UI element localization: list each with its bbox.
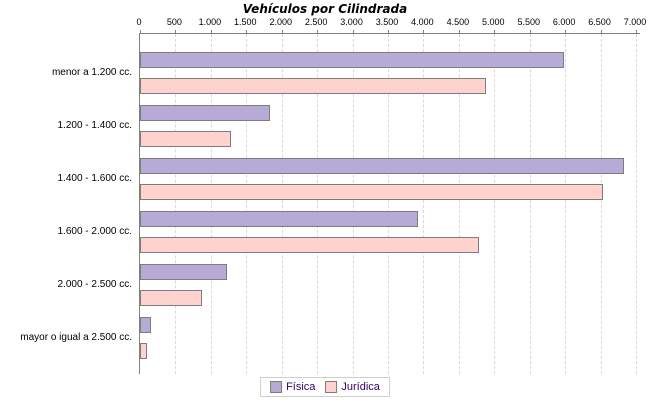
- x-axis-tick: [388, 30, 389, 34]
- category-label: 1.400 - 1.600 cc.: [57, 173, 133, 184]
- x-axis-tick-label: 7.000: [623, 17, 647, 27]
- x-axis-tick: [529, 30, 531, 34]
- gridline: [281, 34, 283, 374]
- x-axis-tick-label: 5.500: [517, 17, 540, 27]
- gridline: [636, 34, 637, 374]
- bar-fisica: [140, 317, 151, 333]
- category-label: 2.000 - 2.500 cc.: [57, 279, 133, 290]
- legend: Física Jurídica: [260, 377, 390, 397]
- x-axis-tick: [423, 30, 425, 34]
- x-axis-tick: [565, 30, 567, 34]
- gridline: [458, 34, 460, 374]
- x-axis-tick-label: 1.500: [234, 17, 257, 27]
- gridline: [529, 34, 531, 374]
- legend-swatch-icon: [325, 381, 338, 393]
- x-axis-tick-label: 4.500: [446, 17, 470, 27]
- gridline: [600, 34, 602, 374]
- x-axis-tick: [140, 30, 141, 34]
- plot-area: [139, 30, 640, 374]
- chart-title: Vehículos por Cilindrada: [242, 2, 408, 16]
- category-label: menor a 1.200 cc.: [51, 67, 132, 78]
- bar-juridica: [140, 184, 603, 200]
- x-axis-tick: [600, 30, 602, 34]
- legend-item-fisica: Física: [270, 381, 315, 393]
- x-axis-tick: [458, 30, 460, 34]
- gridline: [388, 34, 389, 374]
- x-axis-tick-label: 3.000: [340, 17, 363, 27]
- bar-juridica: [140, 78, 486, 94]
- x-axis-tick-label: 6.500: [588, 17, 611, 27]
- x-axis-tick-label: 4.000: [411, 17, 434, 27]
- bar-juridica: [140, 290, 203, 306]
- bar-juridica: [140, 237, 479, 253]
- bar-fisica: [140, 158, 624, 174]
- x-axis-tick-label: 2.500: [304, 17, 328, 27]
- x-axis-tick-label: 5.000: [482, 17, 505, 27]
- gridline: [565, 34, 567, 374]
- x-axis-tick-label: 0: [136, 17, 142, 27]
- bar-fisica: [140, 105, 270, 121]
- gridline: [352, 34, 354, 374]
- x-axis-tick: [352, 30, 354, 34]
- x-axis-tick: [281, 30, 283, 34]
- x-axis-tick: [246, 30, 248, 34]
- bar-fisica: [140, 52, 564, 68]
- legend-item-juridica: Jurídica: [325, 381, 380, 393]
- bar-juridica: [140, 131, 231, 147]
- bar-fisica: [140, 264, 228, 280]
- gridline: [210, 34, 212, 374]
- bar-juridica: [140, 343, 148, 359]
- x-axis-tick-label: 500: [166, 17, 182, 27]
- gridline: [246, 34, 248, 374]
- legend-swatch-icon: [270, 381, 283, 393]
- bar-fisica: [140, 211, 419, 227]
- x-axis-tick: [494, 30, 496, 34]
- gridline: [423, 34, 425, 374]
- x-axis-tick-label: 1.000: [198, 17, 222, 27]
- x-axis-tick: [636, 30, 637, 34]
- x-axis-tick: [317, 30, 319, 34]
- gridline: [175, 34, 177, 374]
- x-axis-tick: [210, 30, 212, 34]
- x-axis-tick-label: 6.000: [552, 17, 576, 27]
- x-axis-tick-label: 2.000: [269, 17, 292, 27]
- gridline: [494, 34, 496, 374]
- category-label: 1.200 - 1.400 cc.: [57, 120, 133, 131]
- category-label: mayor o igual a 2.500 cc.: [20, 332, 132, 343]
- legend-label: Física: [286, 381, 316, 393]
- legend-label: Jurídica: [341, 381, 380, 393]
- category-label: 1.600 - 2.000 cc.: [57, 226, 133, 237]
- x-axis-tick: [175, 30, 177, 34]
- gridline: [317, 34, 319, 374]
- x-axis-tick-label: 3.500: [375, 17, 399, 27]
